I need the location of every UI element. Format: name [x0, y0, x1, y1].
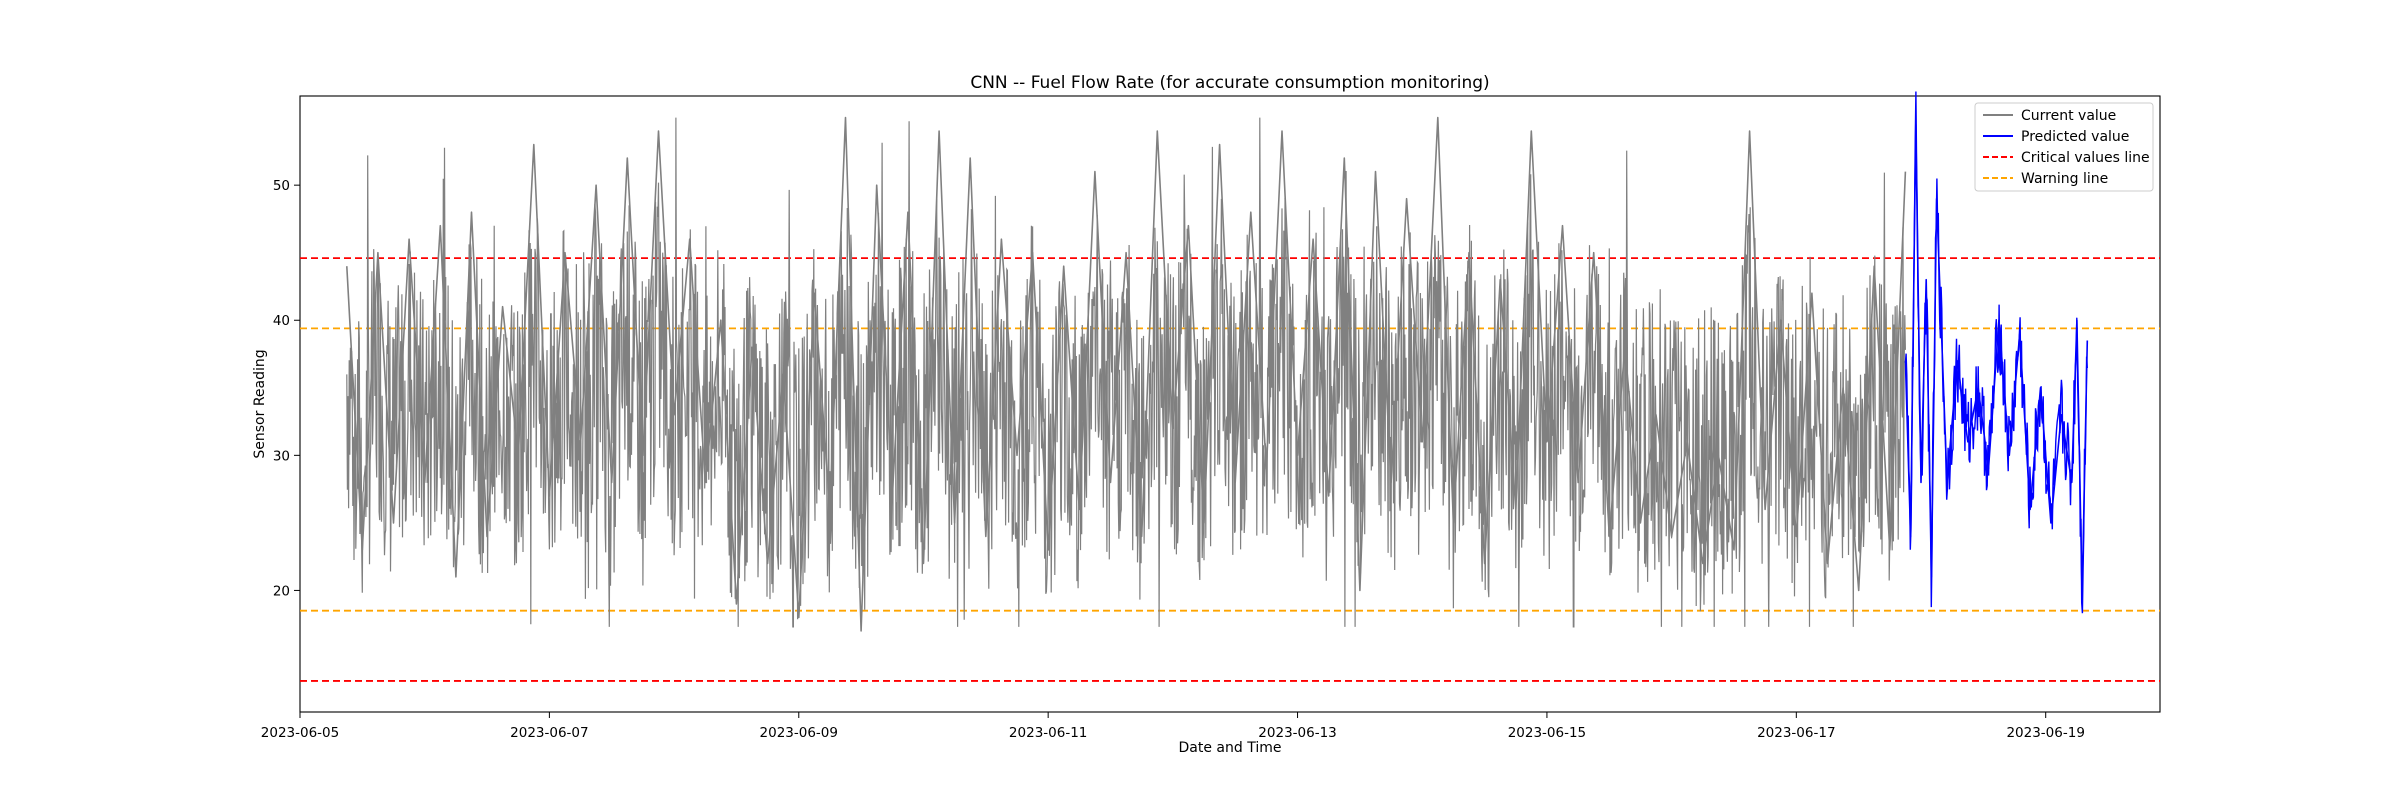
legend-label: Warning line: [2021, 171, 2108, 187]
x-tick-label: 2023-06-19: [2006, 725, 2084, 741]
legend: Current value Predicted value Critical val…: [1974, 102, 2154, 192]
x-tick-label: 2023-06-09: [760, 725, 838, 741]
plot-area: [299, 91, 2161, 713]
y-tick-label: 20: [273, 583, 290, 599]
legend-box: [1974, 102, 2154, 192]
y-tick-label: 40: [273, 313, 290, 329]
x-tick-label: 2023-06-15: [1508, 725, 1586, 741]
x-tick-label: 2023-06-07: [510, 725, 588, 741]
series-line-current-detail: [346, 117, 1906, 628]
x-tick-label: 2023-06-05: [261, 725, 339, 741]
legend-label: Current value: [2021, 108, 2116, 124]
y-axis-label: Sensor Reading: [252, 349, 268, 458]
plot-frame: [299, 95, 2161, 713]
legend-label: Predicted value: [2021, 129, 2129, 145]
y-axis: 20 30 40 50: [273, 178, 300, 599]
x-axis: 2023-06-05 2023-06-07 2023-06-09 2023-06-11…: [261, 712, 2085, 741]
y-tick-label: 30: [273, 448, 290, 464]
series-layer: [346, 91, 2089, 632]
x-axis-label: Date and Time: [1179, 740, 1282, 756]
series-line-predicted-detail: [1904, 91, 2088, 614]
chart-title: CNN -- Fuel Flow Rate (for accurate cons…: [970, 73, 1489, 93]
x-tick-label: 2023-06-13: [1258, 725, 1336, 741]
x-tick-label: 2023-06-11: [1009, 725, 1087, 741]
x-tick-label: 2023-06-17: [1757, 725, 1835, 741]
legend-label: Critical values line: [2021, 150, 2150, 166]
y-tick-label: 50: [273, 178, 290, 194]
